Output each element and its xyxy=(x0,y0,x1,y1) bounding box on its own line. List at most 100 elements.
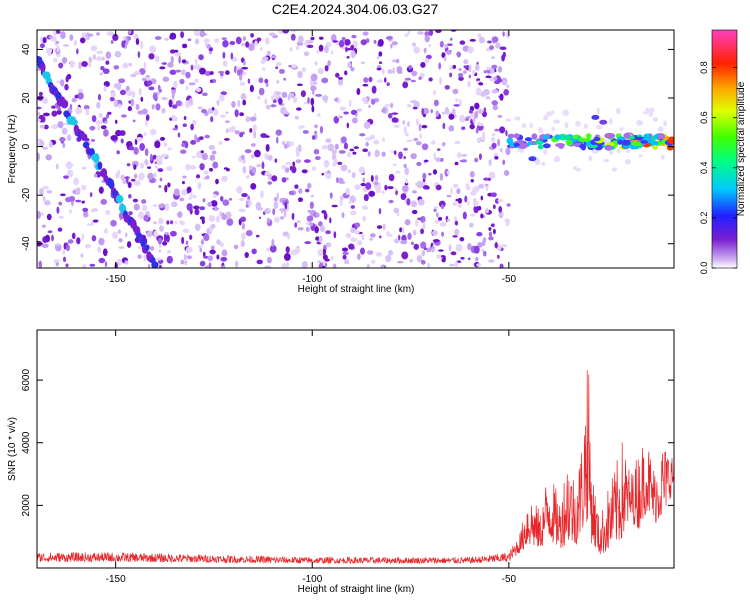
signal-blob xyxy=(558,133,567,141)
noise-blob xyxy=(514,116,521,121)
noise-blob xyxy=(133,33,139,40)
noise-blob xyxy=(474,157,479,163)
noise-blob xyxy=(490,66,495,75)
noise-blob xyxy=(272,208,276,216)
noise-blob xyxy=(583,123,588,129)
noise-blob xyxy=(407,30,411,35)
noise-blob xyxy=(411,209,418,215)
noise-blob xyxy=(265,171,270,176)
noise-blob xyxy=(417,198,425,206)
streak-blob xyxy=(144,244,150,251)
noise-blob xyxy=(211,106,215,111)
noise-blob xyxy=(404,33,409,38)
noise-blob xyxy=(270,104,277,108)
noise-blob xyxy=(185,71,191,79)
noise-blob xyxy=(240,154,245,160)
noise-blob xyxy=(321,145,328,150)
noise-blob xyxy=(249,84,254,93)
noise-blob xyxy=(216,254,220,260)
noise-blob xyxy=(468,257,471,261)
noise-blob xyxy=(502,31,505,37)
noise-blob xyxy=(356,253,361,261)
noise-blob xyxy=(194,78,199,84)
signal-blob xyxy=(585,133,592,139)
noise-blob xyxy=(221,175,228,182)
noise-blob xyxy=(198,54,204,61)
snr-series-line xyxy=(37,370,674,565)
noise-blob xyxy=(407,232,412,241)
x-tick-label: -100 xyxy=(302,574,322,585)
noise-blob xyxy=(41,146,49,150)
signal-blob xyxy=(666,144,674,151)
signal-blob xyxy=(617,139,623,145)
noise-blob xyxy=(255,234,260,238)
noise-blob xyxy=(338,39,345,48)
noise-blob xyxy=(110,219,117,227)
noise-blob xyxy=(373,39,377,44)
noise-blob xyxy=(44,234,51,243)
noise-blob xyxy=(388,199,394,204)
noise-blob xyxy=(159,265,162,268)
noise-blob xyxy=(340,164,348,172)
noise-blob xyxy=(219,94,225,102)
noise-blob xyxy=(337,161,343,166)
noise-blob xyxy=(488,227,492,231)
y-tick-label: -20 xyxy=(21,187,32,202)
noise-blob xyxy=(480,248,485,252)
signal-blob xyxy=(565,139,573,146)
noise-blob xyxy=(376,79,384,83)
noise-blob xyxy=(147,166,152,169)
noise-blob xyxy=(195,87,202,93)
noise-blob xyxy=(58,62,64,69)
noise-blob xyxy=(166,249,172,254)
noise-blob xyxy=(222,51,226,59)
noise-blob xyxy=(270,95,275,101)
noise-blob xyxy=(87,33,94,37)
noise-blob xyxy=(158,203,165,209)
noise-blob xyxy=(375,252,383,257)
noise-blob xyxy=(477,108,484,115)
noise-blob xyxy=(148,86,155,91)
noise-blob xyxy=(345,187,350,196)
noise-blob xyxy=(343,111,349,115)
noise-blob xyxy=(352,117,358,124)
noise-blob xyxy=(423,247,427,251)
noise-blob xyxy=(491,142,497,149)
noise-blob xyxy=(496,254,500,259)
signal-blob xyxy=(578,137,587,143)
noise-blob xyxy=(201,153,208,161)
noise-blob xyxy=(499,147,503,153)
noise-blob xyxy=(42,112,50,117)
noise-blob xyxy=(306,215,314,222)
noise-blob xyxy=(378,51,383,57)
noise-blob xyxy=(344,39,351,46)
noise-blob xyxy=(432,239,440,243)
signal-blob xyxy=(631,141,642,146)
noise-blob xyxy=(469,213,476,217)
noise-blob xyxy=(491,133,496,136)
noise-blob xyxy=(55,40,60,44)
noise-blob xyxy=(253,149,261,158)
noise-blob xyxy=(159,225,164,232)
noise-blob xyxy=(116,150,120,155)
noise-blob xyxy=(433,152,436,160)
noise-blob xyxy=(245,116,251,123)
noise-blob xyxy=(56,206,60,214)
noise-blob xyxy=(431,230,438,236)
noise-blob xyxy=(482,88,490,96)
noise-blob xyxy=(53,259,60,263)
noise-blob xyxy=(194,58,198,66)
noise-blob xyxy=(294,222,298,228)
noise-blob xyxy=(280,207,284,214)
noise-blob xyxy=(54,243,61,247)
noise-blob xyxy=(358,166,366,174)
noise-blob xyxy=(247,78,251,84)
y-tick-label: 20 xyxy=(21,92,32,104)
noise-blob xyxy=(197,245,203,249)
noise-blob xyxy=(251,154,255,159)
noise-blob xyxy=(164,232,169,235)
noise-blob xyxy=(294,184,299,189)
noise-blob xyxy=(318,235,323,244)
noise-blob xyxy=(239,132,244,138)
noise-blob xyxy=(218,70,225,74)
